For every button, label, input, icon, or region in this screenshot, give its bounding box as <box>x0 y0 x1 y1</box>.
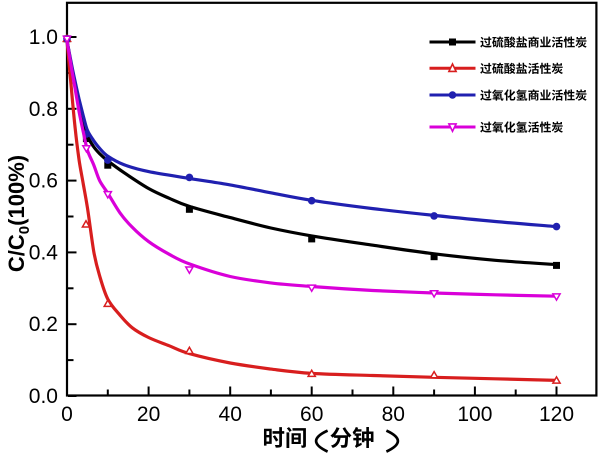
svg-text:20: 20 <box>137 403 160 426</box>
svg-text:0.2: 0.2 <box>29 313 58 336</box>
svg-text:100: 100 <box>457 403 492 426</box>
svg-text:40: 40 <box>219 403 242 426</box>
svg-text:0.6: 0.6 <box>29 170 58 193</box>
svg-text:0: 0 <box>61 403 73 426</box>
svg-text:80: 80 <box>382 403 405 426</box>
svg-text:0.8: 0.8 <box>29 98 58 121</box>
svg-text:0.0: 0.0 <box>29 385 58 408</box>
svg-text:120: 120 <box>539 403 574 426</box>
svg-text:C/C0(100%): C/C0(100%) <box>4 155 33 272</box>
svg-text:1.0: 1.0 <box>29 26 58 49</box>
svg-text:60: 60 <box>300 403 323 426</box>
svg-text:0.4: 0.4 <box>29 241 59 264</box>
